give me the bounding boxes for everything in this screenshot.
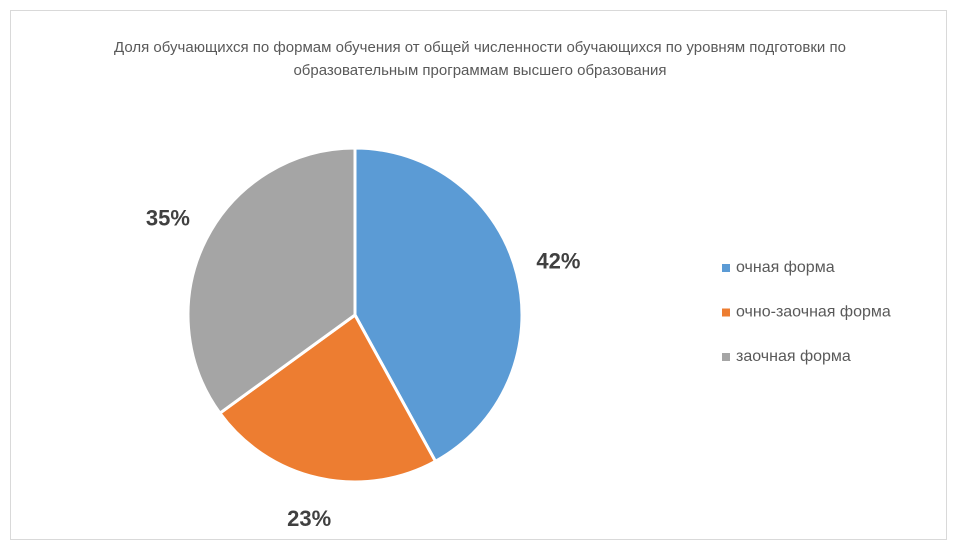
pie-slice [217,312,438,484]
legend-label: заочная форма [736,348,851,365]
chart-title: Доля обучающихся по формам обучения от о… [114,39,846,79]
data-label: 23% [287,506,331,527]
page: 42% 23% 35% очная форма очно-заочная форма за… [10,10,947,540]
legend-swatch [722,264,730,272]
legend-label: очно-заочная форма [736,304,891,321]
data-label: 35% [146,205,190,230]
data-label: 42% [536,249,580,274]
pie-slice [186,146,357,416]
legend-swatch [722,353,730,361]
legend-swatch [722,308,730,317]
pie-slice [353,146,524,464]
chart: 42% 23% 35% очная форма очно-заочная форма за… [146,146,891,527]
legend-label: очная форма [736,259,835,276]
